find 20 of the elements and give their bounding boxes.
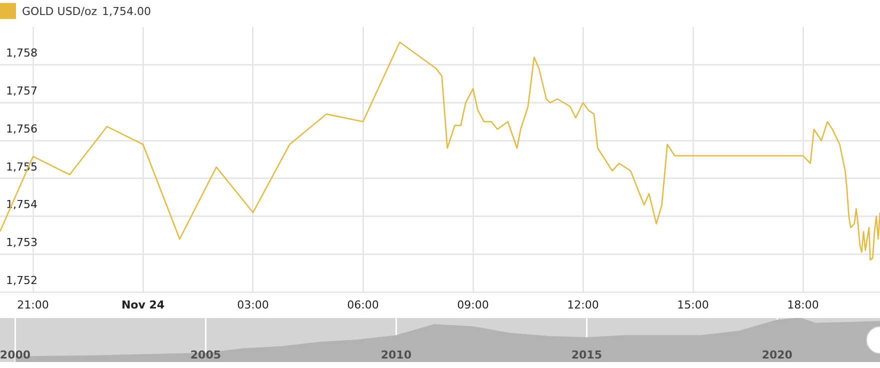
y-tick-label: 1,756 xyxy=(6,122,38,136)
legend-label: GOLD USD/oz xyxy=(22,4,97,18)
x-tick-label: 18:00 xyxy=(787,298,819,312)
x-tick-label: 06:00 xyxy=(347,298,379,312)
x-tick-label: 15:00 xyxy=(677,298,709,312)
y-tick-label: 1,757 xyxy=(6,84,38,98)
y-tick-label: 1,758 xyxy=(6,46,38,60)
x-tick-label: 09:00 xyxy=(457,298,489,312)
y-tick-label: 1,752 xyxy=(6,274,38,287)
y-tick-label: 1,753 xyxy=(6,236,38,249)
x-tick-label: 03:00 xyxy=(237,298,269,312)
x-tick-label: 2020 xyxy=(762,348,793,362)
x-tick-label: 21:00 xyxy=(17,298,49,312)
x-tick-label: 2000 xyxy=(0,348,31,362)
text: 1,754.00 xyxy=(102,4,151,18)
x-tick-label: Nov 24 xyxy=(121,298,165,312)
x-tick-label: 2010 xyxy=(380,348,412,362)
x-tick-label: 2005 xyxy=(190,348,222,362)
x-tick-label: 12:00 xyxy=(567,298,599,312)
x-tick-label: 2015 xyxy=(571,348,602,362)
